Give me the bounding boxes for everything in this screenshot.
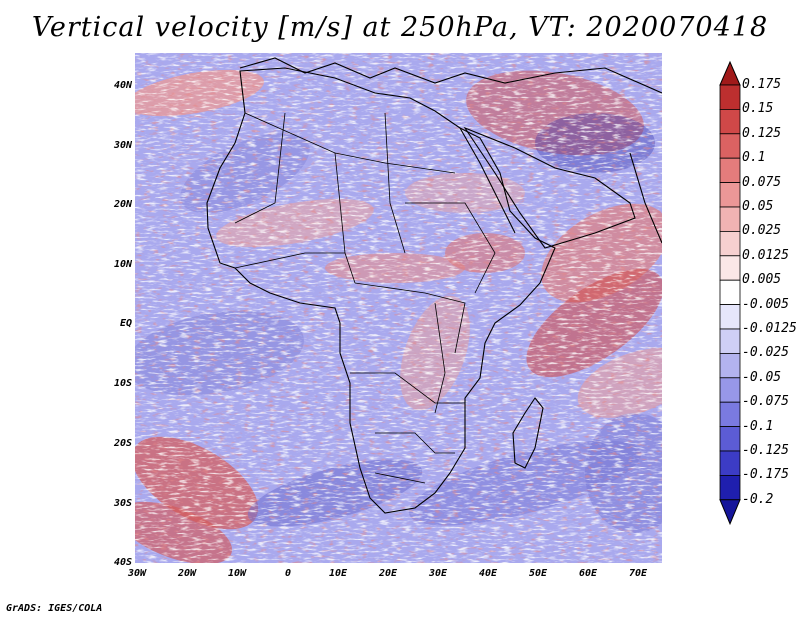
colorbar-bottom-arrow	[719, 499, 741, 526]
africa-coastline	[206, 67, 556, 514]
colorbar-swatch	[719, 157, 741, 183]
colorbar-label: -0.175	[742, 467, 789, 483]
colorbar-swatch	[719, 401, 741, 428]
colorbar-label: -0.0125	[742, 321, 797, 336]
lat-label-10n: 10N	[113, 259, 132, 270]
colorbar-swatch	[719, 182, 741, 208]
lon-label-0: 0	[284, 568, 292, 579]
country-borders	[234, 112, 496, 484]
arabia-coastline	[463, 126, 636, 249]
lon-label-10e: 10E	[328, 568, 348, 579]
colorbar-swatch	[719, 304, 741, 330]
colorbar-label: -0.2	[742, 491, 774, 507]
vertical-velocity-map	[135, 53, 662, 563]
lon-label-30w: 30W	[127, 568, 147, 579]
lon-label-30e: 30E	[428, 568, 448, 579]
lat-label-30n: 30N	[113, 140, 132, 151]
colorbar-label: -0.025	[742, 345, 789, 361]
lon-label-10w: 10W	[227, 568, 247, 579]
lat-label-30s: 30S	[113, 498, 132, 509]
map-svg	[135, 53, 662, 563]
colorbar-swatch	[719, 352, 741, 379]
colorbar-swatch	[719, 206, 741, 232]
colorbar-label: 0.0125	[742, 247, 789, 263]
colorbar-swatch	[719, 109, 741, 135]
colorbar-label: 0.05	[742, 199, 774, 214]
colorbar-top-arrow	[719, 60, 741, 86]
lat-label-40s: 40S	[113, 557, 132, 568]
colorbar-label: -0.075	[742, 394, 789, 410]
colorbar-label: 0.175	[742, 77, 782, 92]
colorbar-label: 0.005	[742, 272, 782, 288]
lon-label-60e: 60E	[578, 568, 598, 579]
colorbar-label: -0.1	[742, 418, 774, 434]
lat-label-40n: 40N	[113, 80, 132, 91]
colorbar-swatch	[719, 230, 741, 257]
colorbar-label: 0.125	[742, 125, 782, 141]
lon-label-50e: 50E	[528, 568, 548, 579]
europe-coastline	[239, 57, 662, 94]
red-sea	[459, 127, 516, 234]
colorbar-label: 0.1	[742, 150, 766, 166]
colorbar-swatch	[719, 279, 741, 305]
colorbar-label: -0.125	[742, 443, 789, 458]
lon-label-70e: 70E	[628, 568, 648, 579]
colorbar-label: -0.05	[742, 369, 782, 385]
colorbar-swatch	[719, 450, 741, 476]
lon-label-40e: 40E	[478, 568, 498, 579]
footer-credit: GrADS: IGES/COLA	[6, 603, 103, 614]
colorbar-label: 0.075	[742, 174, 782, 190]
colorbar	[719, 60, 741, 526]
colorbar-swatch	[719, 377, 741, 403]
colorbar-swatch	[719, 328, 741, 354]
colorbar-swatch	[719, 133, 741, 159]
coastlines	[206, 57, 662, 514]
colorbar-label: -0.005	[742, 296, 789, 312]
colorbar-label: 0.025	[742, 223, 782, 239]
lat-label-20n: 20N	[113, 199, 132, 210]
lat-label-10s: 10S	[113, 378, 132, 389]
field-texture-white	[135, 53, 662, 563]
madagascar-coastline	[512, 397, 544, 469]
colorbar-swatch	[719, 84, 741, 110]
colorbar-swatch	[719, 474, 741, 501]
colorbar-swatch	[719, 426, 741, 452]
lat-label-eq: EQ	[119, 318, 132, 329]
colorbar-swatch	[719, 255, 741, 281]
lon-label-20w: 20W	[177, 568, 197, 579]
lon-label-20e: 20E	[378, 568, 398, 579]
lat-label-20s: 20S	[113, 438, 132, 449]
map-title: Vertical velocity [m/s] at 250hPa, VT: 2…	[31, 12, 769, 43]
india-coastline	[629, 152, 662, 244]
colorbar-label: 0.15	[742, 101, 774, 117]
